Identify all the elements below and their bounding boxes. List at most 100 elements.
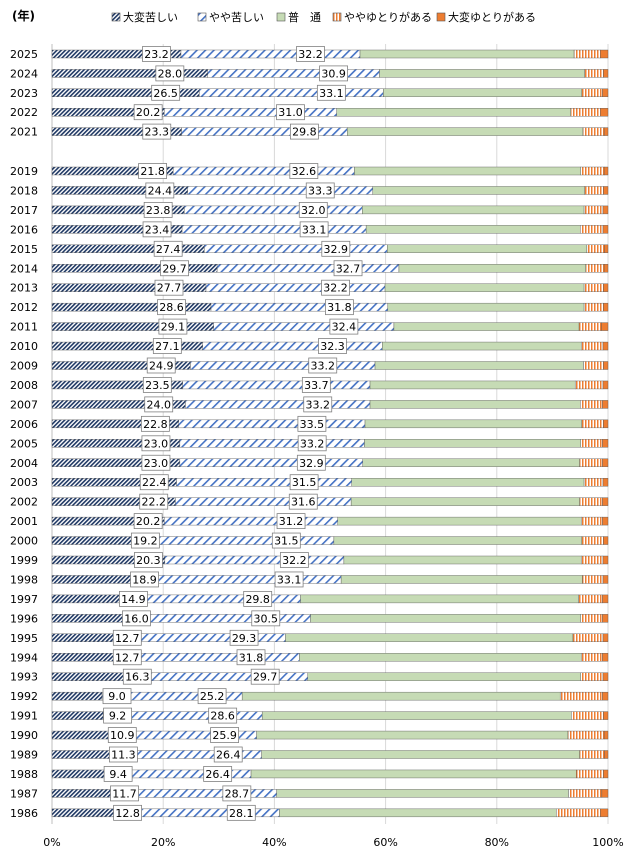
data-label-box (197, 688, 227, 705)
data-label-box (289, 123, 319, 140)
bar-segment (602, 439, 609, 448)
bar-segment (140, 614, 311, 623)
bar-segment (179, 439, 365, 448)
year-label: 2012 (10, 301, 38, 314)
data-label-box (141, 435, 171, 452)
data-label: 11.3 (111, 749, 136, 762)
bar-segment (190, 361, 376, 370)
year-label: 2003 (10, 476, 38, 489)
bar-segment (603, 730, 609, 740)
year-label: 1987 (10, 787, 38, 800)
bar-segment (602, 380, 609, 390)
legend-swatch (332, 12, 342, 22)
data-label: 16.0 (124, 612, 149, 625)
bar-segment (364, 419, 583, 429)
data-label: 31.8 (327, 301, 352, 314)
bar-segment (603, 536, 609, 545)
bar-segment (602, 478, 609, 487)
bar-segment (602, 516, 609, 526)
bar-segment (164, 555, 345, 565)
year-label: 2006 (10, 418, 38, 431)
data-label-box (243, 591, 273, 607)
data-label-box (158, 318, 188, 335)
bar-segment (333, 536, 583, 545)
data-label: 30.5 (254, 612, 279, 625)
data-label: 32.4 (332, 321, 357, 334)
data-label: 29.8 (245, 593, 270, 606)
bar-segment (585, 264, 605, 273)
bar-segment (164, 516, 338, 526)
bar-segment (202, 341, 383, 351)
bar-segment (362, 458, 580, 467)
data-label-box (109, 746, 138, 763)
data-label: 31.2 (279, 515, 304, 528)
bar-segment (559, 691, 603, 701)
bar-segment (578, 594, 603, 604)
data-label: 32.6 (292, 165, 317, 178)
data-label-box (142, 377, 172, 393)
legend-label: ややゆとりがある (344, 10, 432, 24)
bar-segment (602, 458, 609, 467)
data-label: 27.4 (156, 243, 181, 256)
bar-segment (51, 730, 113, 740)
data-label: 20.2 (136, 106, 161, 119)
bar-segment (142, 672, 308, 681)
bar-segment (261, 750, 580, 759)
bar-segment (603, 711, 609, 720)
x-tick-label: 100% (592, 836, 623, 849)
bar-segment (365, 225, 581, 234)
bar-segment (580, 672, 604, 681)
data-label: 29.8 (292, 126, 317, 139)
bar-segment (580, 439, 603, 448)
bar-segment (51, 302, 212, 312)
year-label: 2013 (10, 282, 38, 295)
bar-segment (384, 283, 585, 292)
data-label: 26.5 (153, 87, 178, 100)
data-label-box (316, 84, 346, 101)
bar-segment (158, 536, 335, 545)
data-label: 33.3 (308, 184, 333, 197)
bar-segment (310, 614, 581, 623)
bar-segment (181, 225, 367, 234)
data-label: 22.2 (141, 496, 166, 509)
data-label: 30.9 (321, 67, 346, 80)
year-label: 1997 (10, 593, 38, 606)
data-label-box (155, 65, 185, 82)
bar-segment (584, 69, 604, 78)
data-label: 14.9 (121, 593, 146, 606)
data-label: 22.4 (142, 476, 167, 489)
data-label-box (321, 240, 351, 257)
data-label: 33.7 (304, 379, 329, 392)
bar-segment (187, 186, 374, 195)
data-label-box (140, 415, 170, 432)
data-label: 27.7 (157, 282, 182, 295)
bar-segment (556, 808, 601, 818)
bar-segment (572, 633, 604, 642)
data-label: 19.2 (133, 535, 158, 548)
data-label-box (213, 746, 243, 763)
bar-segment (570, 107, 601, 117)
bar-segment (583, 283, 604, 292)
bar-segment (51, 789, 118, 798)
bar-segment (582, 127, 605, 136)
bar-segment (600, 808, 609, 818)
bar-segment (580, 400, 603, 409)
data-label-box (112, 629, 142, 646)
data-label-box (142, 221, 172, 238)
bar-segment (602, 205, 609, 215)
bar-segment (205, 283, 386, 292)
data-label: 26.4 (205, 768, 230, 781)
bar-segment (579, 497, 603, 506)
data-label: 25.9 (212, 729, 237, 742)
bar-segment (340, 575, 583, 584)
bar-segment (579, 750, 605, 759)
data-label: 24.4 (148, 184, 173, 197)
year-label: 1991 (10, 710, 38, 723)
bar-segment (369, 400, 581, 409)
bar-segment (602, 614, 609, 623)
data-label-box (142, 46, 171, 62)
year-label: 2019 (10, 165, 38, 178)
bar-segment (603, 264, 609, 273)
bar-segment (387, 244, 588, 254)
